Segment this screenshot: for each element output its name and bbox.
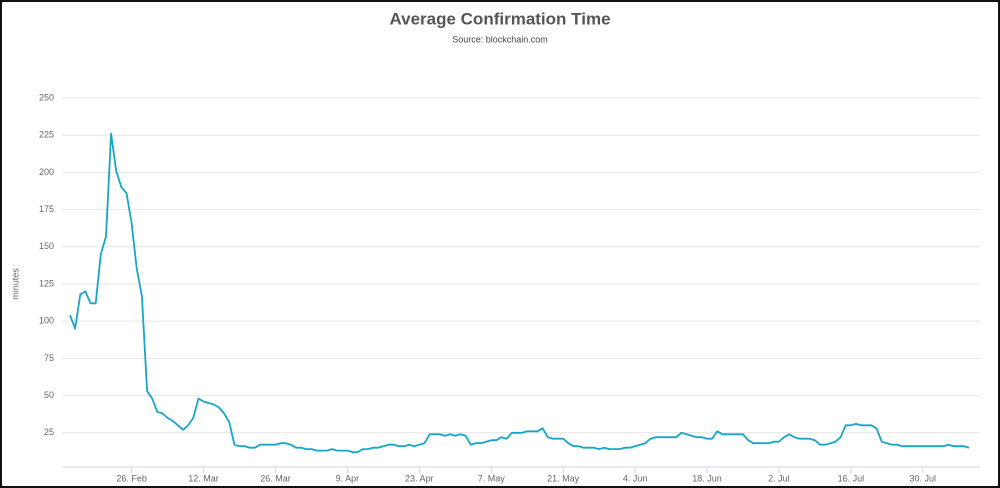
y-tick-label: 150 [39, 241, 54, 251]
y-tick-label: 50 [44, 390, 54, 400]
x-tick-label: 9. Apr [336, 473, 360, 483]
x-tick-label: 4. Jun [623, 473, 648, 483]
x-tick-label: 23. Apr [405, 473, 434, 483]
y-axis-label: minutes [10, 268, 20, 300]
y-tick-label: 225 [39, 130, 54, 140]
y-tick-label: 175 [39, 204, 54, 214]
y-tick-label: 100 [39, 316, 54, 326]
x-tick-label: 18. Jun [692, 473, 722, 483]
x-tick-label: 21. May [547, 473, 580, 483]
data-line [69, 132, 970, 453]
y-tick-label: 75 [44, 353, 54, 363]
y-tick-label: 250 [39, 92, 54, 102]
y-tick-label: 125 [39, 278, 54, 288]
x-tick-label: 7. May [478, 473, 506, 483]
y-tick-label: 200 [39, 167, 54, 177]
chart-title: Average Confirmation Time [389, 9, 610, 28]
x-tick-label: 30. Jul [910, 473, 937, 483]
y-tick-label: 25 [44, 427, 54, 437]
x-tick-label: 16. Jul [838, 473, 865, 483]
x-tick-label: 26. Feb [116, 473, 147, 483]
x-tick-label: 12. Mar [188, 473, 219, 483]
chart-subtitle: Source: blockchain.com [452, 34, 548, 44]
x-tick-label: 2. Jul [768, 473, 790, 483]
x-tick-label: 26. Mar [260, 473, 291, 483]
